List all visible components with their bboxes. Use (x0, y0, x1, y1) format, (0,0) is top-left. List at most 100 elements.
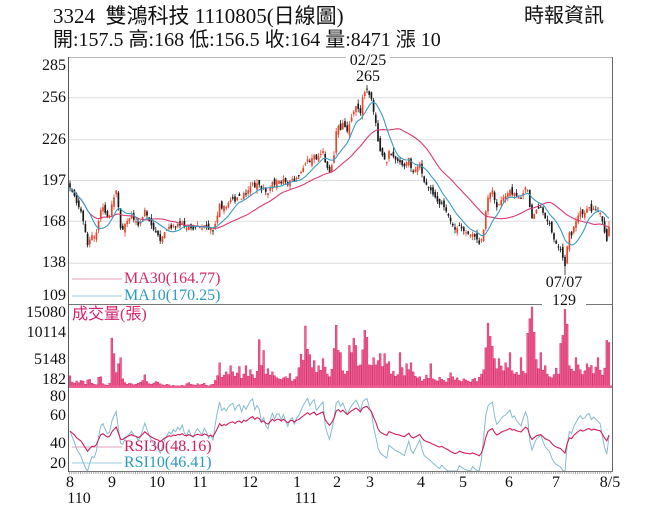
candle (253, 180, 256, 188)
candle (368, 90, 371, 98)
candle (381, 147, 384, 157)
candle (157, 230, 159, 237)
rsi-tick-20: 20 (50, 455, 66, 472)
candle (370, 91, 373, 102)
candle (557, 243, 560, 251)
candle (548, 220, 551, 227)
candle (284, 177, 287, 186)
candle (273, 177, 276, 188)
candle (328, 164, 331, 173)
candle (348, 120, 351, 138)
candle (480, 238, 483, 243)
candle (608, 221, 610, 238)
candle (372, 97, 375, 115)
candle (209, 228, 212, 235)
candle (544, 212, 547, 219)
candle (434, 189, 437, 199)
x-tick-sep: 9 (108, 474, 116, 491)
candle (427, 186, 430, 192)
candle (201, 224, 203, 231)
candle (601, 216, 604, 225)
rsi-tick-40: 40 (50, 435, 66, 452)
candle (478, 237, 481, 245)
candle (401, 160, 404, 168)
candle (150, 214, 153, 229)
candle (135, 217, 137, 226)
candle (289, 180, 291, 190)
candle (110, 200, 113, 218)
candle (240, 198, 243, 200)
candle (216, 211, 219, 225)
candle (128, 217, 131, 224)
candle (315, 153, 318, 160)
candle (231, 194, 234, 201)
candle (432, 184, 434, 197)
candle (423, 175, 426, 184)
candle (399, 156, 401, 165)
candle (568, 231, 571, 252)
candle (526, 189, 529, 193)
volume-tick-182: 182 (42, 371, 66, 388)
candle (440, 200, 443, 205)
candle (275, 178, 278, 191)
candle (161, 236, 164, 245)
candle (330, 163, 333, 173)
legend-ma10: MA10(170.25) (124, 287, 221, 304)
candle (377, 119, 379, 142)
candle (258, 179, 261, 188)
candle (121, 223, 124, 230)
source-label: 時報資訊 (524, 5, 604, 27)
candle (115, 190, 118, 198)
candle (396, 156, 399, 164)
candle (524, 186, 527, 194)
candle (533, 213, 536, 220)
x-tick-feb: 2 (333, 474, 341, 491)
candle (181, 220, 184, 225)
high-value-annotation: 265 (346, 69, 390, 85)
candle (119, 208, 122, 231)
candle (572, 225, 575, 235)
candle (163, 232, 166, 239)
candle (357, 99, 360, 113)
candle (588, 207, 591, 211)
volume-tick-5148: 5148 (34, 351, 66, 368)
x-tick-jan: 1 (293, 474, 301, 491)
candle (306, 155, 309, 164)
candle (416, 164, 419, 176)
candle (491, 187, 494, 197)
candle (561, 243, 564, 261)
candle (170, 223, 173, 230)
candle (341, 119, 344, 130)
candle (352, 109, 355, 117)
candle (443, 198, 445, 211)
candle (594, 205, 597, 211)
candle (359, 105, 362, 116)
candle (581, 208, 584, 218)
candle (350, 113, 353, 123)
candle (493, 190, 496, 204)
candle (143, 207, 146, 218)
candle (113, 194, 115, 210)
candle (77, 196, 80, 210)
candle (291, 176, 294, 182)
candle (126, 218, 129, 227)
candle (172, 223, 175, 229)
candle (469, 233, 472, 239)
candle (242, 191, 245, 201)
candle (363, 90, 366, 100)
price-gridlines (69, 97, 612, 264)
candle (531, 203, 533, 219)
candle (590, 200, 593, 214)
candle (95, 229, 98, 243)
candle (80, 206, 82, 214)
chart-frame (68, 57, 613, 474)
candle (293, 175, 296, 182)
candle (317, 152, 320, 163)
candle (102, 203, 104, 215)
candle (152, 221, 155, 232)
candle (174, 225, 177, 231)
candle (190, 223, 192, 231)
candle (344, 118, 346, 128)
candle (355, 105, 357, 117)
candle (484, 209, 487, 231)
